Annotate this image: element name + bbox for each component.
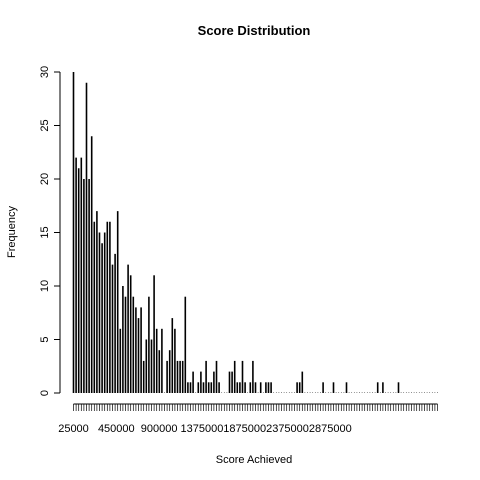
chart-title: Score Distribution xyxy=(198,23,311,38)
x-tick-label: 2375000 xyxy=(266,423,309,435)
y-tick-label: 15 xyxy=(39,226,51,238)
x-tick-label: 2875000 xyxy=(309,423,352,435)
x-tick-label: 900000 xyxy=(141,423,178,435)
x-tick-label: 1375000 xyxy=(180,423,223,435)
y-tick-label: 20 xyxy=(39,173,51,185)
x-axis: 25000 450000 900000 1375000 1875000 2375000 28… xyxy=(58,403,438,435)
y-tick-label: 0 xyxy=(39,390,51,396)
y-axis: 0 5 10 15 20 25 30 xyxy=(39,66,61,396)
x-axis-label: Score Achieved xyxy=(216,454,292,466)
x-tick-label: 450000 xyxy=(98,423,135,435)
y-tick-label: 30 xyxy=(39,66,51,78)
y-tick-label: 10 xyxy=(39,280,51,292)
y-tick-label: 5 xyxy=(39,336,51,342)
x-tick-label: 1875000 xyxy=(223,423,266,435)
x-tick-label: 25000 xyxy=(58,423,89,435)
y-axis-label: Frequency xyxy=(6,206,18,258)
y-tick-label: 25 xyxy=(39,119,51,131)
bar-series xyxy=(72,72,438,393)
